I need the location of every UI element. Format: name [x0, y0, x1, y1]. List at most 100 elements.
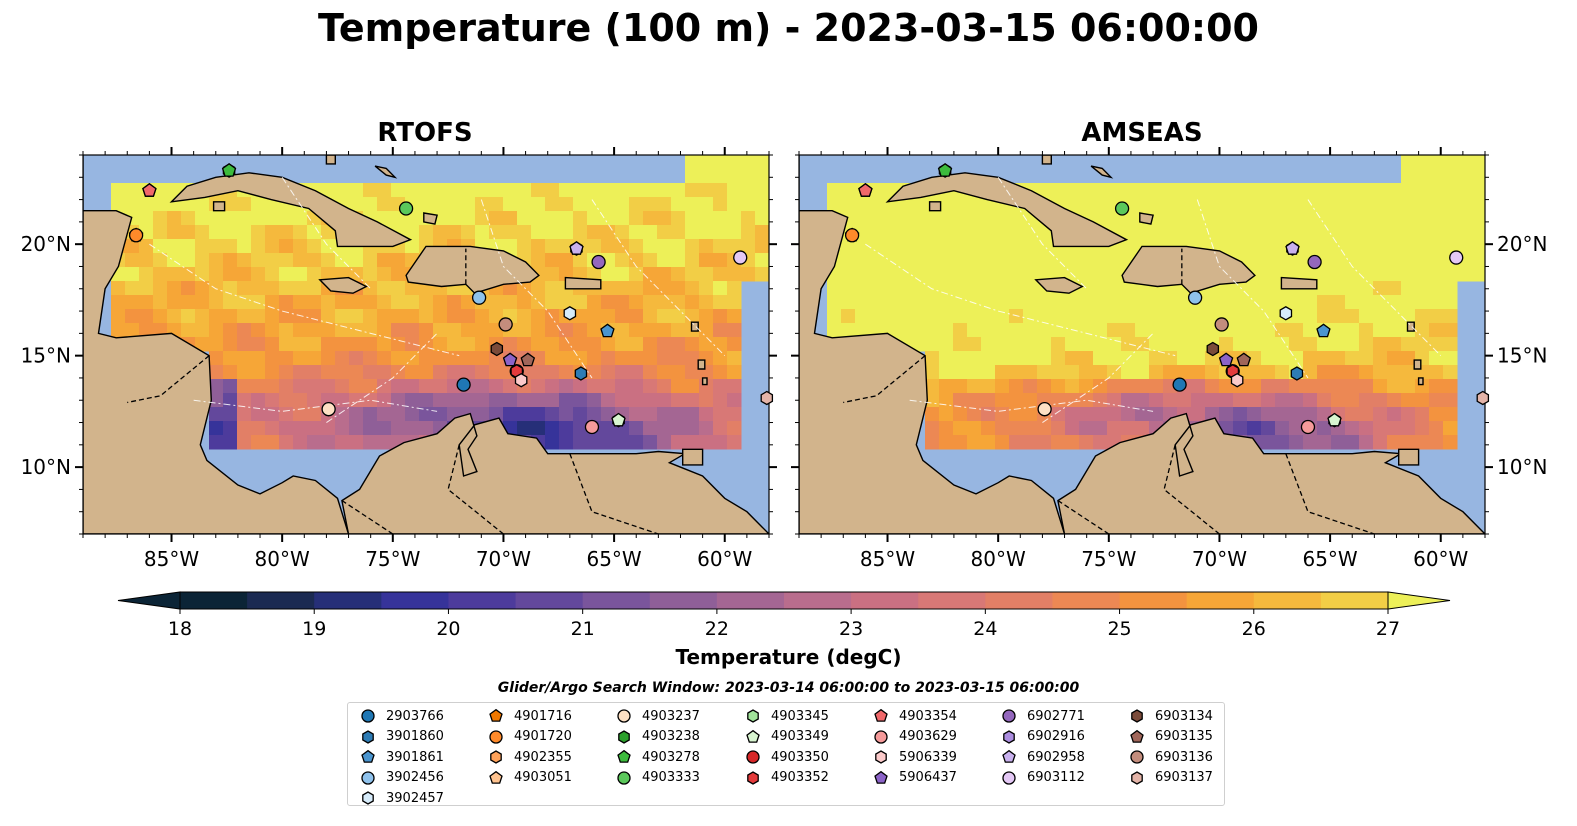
legend-item-label: 6902958	[1027, 749, 1085, 765]
legend-marker-icon	[874, 729, 888, 744]
legend-marker-3901861	[361, 749, 375, 763]
colorbar-tick-label: 19	[302, 618, 326, 640]
legend-marker-icon	[362, 729, 374, 744]
legend-marker-icon	[617, 770, 631, 785]
lon-tick-label: 60°W	[697, 547, 752, 571]
legend-marker-icon	[489, 708, 503, 722]
lon-tick-label: 85°W	[860, 547, 915, 571]
legend-item-label: 6902916	[1027, 729, 1085, 744]
legend-item-label: 4902355	[514, 749, 572, 765]
legend-marker-4902355	[490, 750, 502, 764]
legend-item-6903134: 6903134	[1129, 706, 1213, 726]
legend-marker-4901716	[489, 708, 503, 722]
legend-item-label: 3902456	[386, 770, 444, 785]
float-marker-6903134	[1206, 341, 1220, 357]
land-polygon	[325, 155, 336, 165]
colorbar-label: Temperature (degC)	[675, 645, 902, 669]
legend-marker-4903345	[747, 709, 759, 723]
float-marker-2903766	[1172, 377, 1187, 392]
colorbar-tick-label: 23	[839, 618, 863, 640]
float-marker-6902958	[1285, 240, 1300, 255]
legend-marker-4903051	[489, 770, 503, 784]
map-frame	[798, 154, 1486, 535]
legend-marker-icon	[362, 791, 374, 805]
legend-marker-5906339	[875, 750, 887, 764]
float-marker-5906437	[502, 352, 518, 367]
legend-marker-icon	[1131, 709, 1143, 723]
panel-title-rtofs: RTOFS	[377, 118, 473, 148]
legend-marker-icon	[1130, 729, 1144, 743]
legend-marker-6902958	[1002, 749, 1016, 763]
colorbar-tick-label: 20	[436, 618, 460, 640]
map-frame	[82, 154, 770, 535]
float-marker-3902457	[1279, 306, 1293, 321]
legend-marker-6902771	[1002, 709, 1016, 723]
panel-title-amseas: AMSEAS	[1081, 118, 1203, 148]
legend-marker-6903136	[1130, 750, 1144, 764]
legend-marker-icon	[490, 750, 502, 764]
legend-item-label: 6902771	[1027, 708, 1085, 724]
legend-item-6902771: 6902771	[1001, 706, 1085, 726]
maps-canvas: 85°W 80°W 75°W 70°W 65°W 60°W20°N15°N10°N85°W…	[21, 147, 1547, 571]
colorbar-tick-label: 25	[1107, 618, 1131, 640]
lat-tick-label: 20°N	[21, 232, 71, 256]
legend-item-label: 4903349	[771, 729, 829, 744]
legend-item-4903345: 4903345	[745, 706, 829, 726]
float-marker-5906339	[1230, 372, 1244, 388]
float-marker-4903349	[1327, 412, 1342, 427]
legend-item-4903629: 4903629	[873, 727, 957, 747]
float-marker-4903629	[584, 419, 600, 435]
land-polygon	[799, 155, 1066, 534]
legend-item-label: 6903136	[1155, 749, 1213, 765]
land-polygon	[212, 201, 226, 212]
float-marker-5906437	[1218, 352, 1234, 367]
legend-item-6903136: 6903136	[1129, 747, 1213, 767]
land-polygon	[341, 412, 769, 534]
lat-tick-label: 10°N	[1497, 455, 1547, 479]
float-marker-6903112	[733, 250, 748, 265]
legend-marker-4903350	[746, 750, 760, 764]
float-marker-6903112	[1449, 250, 1464, 265]
land-polygon	[1121, 245, 1256, 294]
land-polygon	[697, 359, 706, 370]
legend-marker-4903354	[874, 708, 888, 722]
legend-item-5906339: 5906339	[873, 747, 957, 767]
float-marker-3901860	[1290, 366, 1304, 381]
lon-tick-label: 75°W	[1081, 547, 1136, 571]
land-polygon	[318, 276, 368, 294]
colorbar-extend-max	[1387, 591, 1451, 610]
legend-marker-icon	[361, 770, 375, 785]
legend-item-label: 6903137	[1155, 770, 1213, 785]
legend-item-6902916: 6902916	[1001, 727, 1085, 747]
lat-tick-label: 15°N	[1497, 344, 1547, 368]
land-polygon	[1090, 165, 1114, 179]
land-polygon	[83, 155, 350, 534]
legend-item-4903278: 4903278	[616, 747, 700, 767]
float-marker-6903134	[490, 341, 504, 357]
legend-item-label: 2903766	[386, 708, 444, 724]
float-marker-4903354	[142, 182, 157, 197]
float-marker-6903135	[1236, 352, 1252, 367]
float-marker-4903278	[221, 162, 237, 177]
legend-item-label: 4903350	[771, 749, 829, 765]
legend-item-label: 4903354	[899, 708, 957, 724]
land-polygon	[423, 212, 438, 225]
legend-item-4903354: 4903354	[873, 706, 957, 726]
legend-item-label: 4901720	[514, 729, 572, 744]
lat-tick-label: 10°N	[21, 455, 71, 479]
float-marker-6902771	[1307, 254, 1322, 270]
colorbar: 18 19 20 21 22 23 24 25 26 27	[117, 591, 1451, 640]
land-polygon	[1417, 377, 1424, 386]
legend-marker-icon	[874, 770, 888, 784]
legend-marker-2903766	[361, 709, 375, 723]
float-marker-6902958	[569, 240, 584, 255]
legend-item-6903135: 6903135	[1129, 727, 1213, 747]
legend-item-3902457: 3902457	[360, 788, 444, 808]
float-marker-4901720	[844, 228, 860, 243]
map-panel-rtofs: 85°W 80°W 75°W 70°W 65°W 60°W 20°N 15°N 10°N	[21, 147, 777, 571]
land-polygon	[1280, 276, 1318, 290]
lon-tick-label: 70°W	[476, 547, 531, 571]
legend-box: 2903766 3901860 3901861 3902456 3902457 49017…	[347, 702, 1225, 806]
land-polygon	[1413, 359, 1422, 370]
legend-marker-icon	[874, 708, 888, 722]
